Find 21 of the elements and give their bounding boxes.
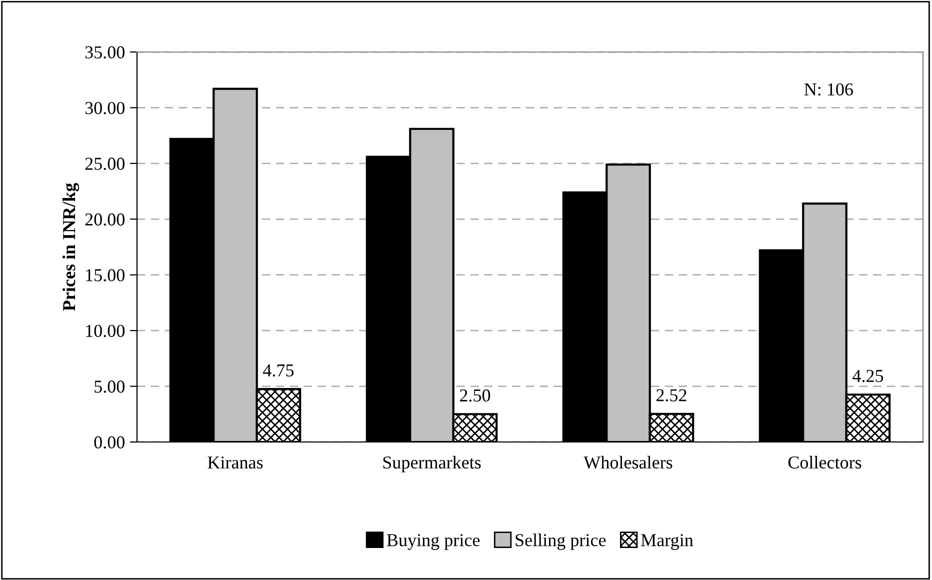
data-label: 4.75 — [263, 364, 294, 377]
y-tick-label: 20.00 — [85, 213, 125, 226]
data-label: 2.50 — [460, 389, 490, 402]
y-tick-label: 5.00 — [94, 380, 125, 393]
y-tick-label: 10.00 — [86, 324, 125, 338]
y-tick-label: 0.00 — [94, 436, 125, 449]
data-label: 2.52 — [656, 389, 686, 402]
x-tick-label: Supermarkets — [383, 456, 481, 472]
x-tick-label: Wholesalers — [584, 456, 672, 469]
legend-label: Selling price — [516, 534, 606, 550]
data-label: 4.25 — [852, 370, 884, 382]
y-axis-title: Prices in INR/kg — [62, 182, 80, 311]
x-tick-label: Collectors — [788, 456, 862, 469]
annotation: N: 106 — [804, 83, 853, 96]
y-tick-label: 35.00 — [85, 46, 125, 59]
legend-label: Margin — [641, 534, 694, 550]
y-tick-label: 30.00 — [85, 102, 125, 114]
y-tick-label: 15.00 — [86, 269, 125, 282]
legend-label: Buying price — [386, 534, 480, 550]
x-tick-label: Kiranas — [208, 456, 263, 469]
y-tick-label: 25.00 — [85, 158, 125, 170]
